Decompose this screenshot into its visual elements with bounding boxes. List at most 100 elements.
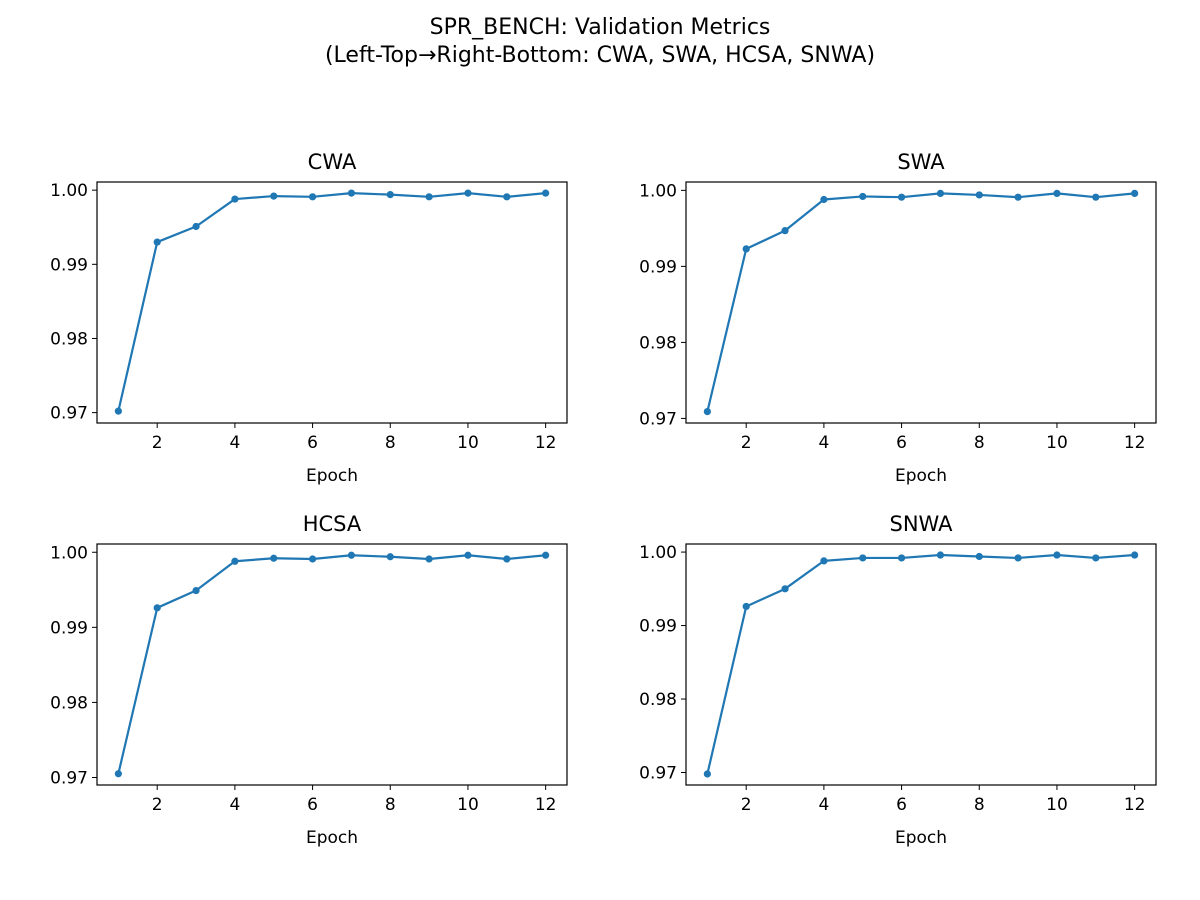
data-point: [859, 554, 867, 562]
x-tick-label: 2: [741, 795, 752, 815]
panel-cwa: 2 4 6 8 10 12 1.00 0.99 0.98 0.97 CWA Epoch: [50, 150, 568, 486]
data-point: [347, 189, 356, 197]
data-point: [503, 555, 511, 563]
x-tick-label: 12: [535, 795, 557, 815]
data-point: [464, 551, 472, 559]
x-tick-label: 4: [229, 433, 240, 453]
data-point: [308, 555, 317, 563]
data-point: [975, 191, 983, 199]
y-tick-label: 1.00: [50, 543, 88, 563]
x-tick-label: 2: [152, 795, 163, 815]
figure-title-line-1: SPR_BENCH: Validation Metrics: [429, 15, 771, 40]
data-point: [192, 586, 200, 595]
data-point: [386, 191, 394, 199]
data-point: [425, 193, 433, 201]
data-point: [1131, 551, 1139, 559]
figure-title-line-2: (Left-Top→Right-Bottom: CWA, SWA, HCSA, …: [324, 43, 876, 68]
data-point: [503, 193, 511, 201]
x-tick-label: 8: [385, 433, 396, 453]
data-point: [425, 555, 433, 563]
y-tick-label: 0.99: [639, 257, 677, 277]
panel-snwa: 2 4 6 8 10 12 1.00 0.99 0.98 0.97 SNWA Epoch: [639, 512, 1157, 848]
x-tick-label: 6: [896, 795, 907, 815]
data-point: [742, 245, 750, 253]
x-tick-label: 6: [896, 433, 907, 453]
data-point: [386, 553, 394, 561]
y-tick-label: 1.00: [639, 181, 677, 201]
data-point: [153, 238, 161, 246]
data-point: [231, 557, 239, 565]
x-tick-label: 8: [385, 795, 396, 815]
data-point: [897, 554, 906, 562]
y-tick-label: 0.97: [50, 768, 88, 788]
panel-title: CWA: [308, 150, 357, 174]
panel-hcsa: 2 4 6 8 10 12 1.00 0.99 0.98 0.97 HCSA Epoch: [50, 512, 568, 848]
x-axis-label: Epoch: [895, 828, 947, 848]
x-tick-label: 4: [818, 433, 829, 453]
series-line: [706, 553, 1135, 775]
data-point: [975, 552, 983, 561]
data-point: [820, 557, 828, 565]
x-tick-label: 10: [457, 795, 479, 815]
data-point: [114, 407, 122, 415]
x-axis-label: Epoch: [306, 466, 358, 486]
plot-frame: [685, 181, 1157, 424]
data-point: [781, 585, 789, 593]
y-tick-label: 0.97: [50, 404, 88, 424]
plot-frame: [96, 543, 568, 786]
data-point: [542, 551, 550, 559]
y-tick-label: 0.99: [50, 618, 88, 638]
data-point: [820, 195, 828, 204]
y-tick-label: 0.98: [50, 693, 88, 713]
data-point: [347, 551, 356, 559]
data-point: [153, 604, 161, 612]
data-point: [1053, 189, 1061, 198]
y-tick-label: 1.00: [50, 181, 88, 201]
x-tick-label: 4: [818, 795, 829, 815]
panel-title: SNWA: [889, 512, 953, 536]
data-point: [308, 193, 317, 201]
x-tick-label: 6: [307, 795, 318, 815]
data-point: [1092, 193, 1100, 201]
x-tick-label: 12: [1124, 433, 1146, 453]
panel-title: HCSA: [303, 512, 362, 536]
data-point: [781, 227, 789, 235]
data-point: [192, 222, 200, 231]
data-point: [703, 407, 711, 416]
data-point: [897, 193, 906, 201]
x-axis-label: Epoch: [306, 828, 358, 848]
series-line: [706, 192, 1135, 412]
x-tick-label: 10: [457, 433, 479, 453]
figure-title: SPR_BENCH: Validation Metrics (Left-Top→…: [0, 14, 1200, 70]
y-tick-label: 0.97: [639, 409, 677, 429]
x-tick-label: 4: [229, 795, 240, 815]
data-point: [936, 551, 945, 559]
data-point: [936, 189, 945, 198]
x-tick-label: 10: [1046, 795, 1068, 815]
series-line: [117, 554, 546, 774]
y-tick-label: 0.99: [639, 617, 677, 637]
data-point: [464, 189, 472, 197]
y-tick-label: 0.98: [639, 690, 677, 710]
x-tick-label: 8: [974, 433, 985, 453]
panel-title: SWA: [897, 150, 945, 174]
data-point: [270, 554, 278, 562]
data-point: [1092, 554, 1100, 562]
x-tick-label: 2: [741, 433, 752, 453]
data-point: [1014, 554, 1022, 562]
y-tick-label: 1.00: [639, 543, 677, 563]
x-tick-label: 12: [1124, 795, 1146, 815]
y-tick-label: 0.99: [50, 255, 88, 275]
data-point: [1014, 193, 1022, 201]
data-point: [1053, 551, 1061, 559]
data-point: [742, 602, 750, 611]
data-point: [542, 189, 550, 197]
x-tick-label: 12: [535, 433, 557, 453]
plot-frame: [685, 543, 1157, 786]
plot-frame: [96, 181, 568, 424]
data-point: [231, 195, 239, 203]
x-tick-label: 10: [1046, 433, 1068, 453]
data-point: [859, 192, 867, 201]
x-tick-label: 6: [307, 433, 318, 453]
